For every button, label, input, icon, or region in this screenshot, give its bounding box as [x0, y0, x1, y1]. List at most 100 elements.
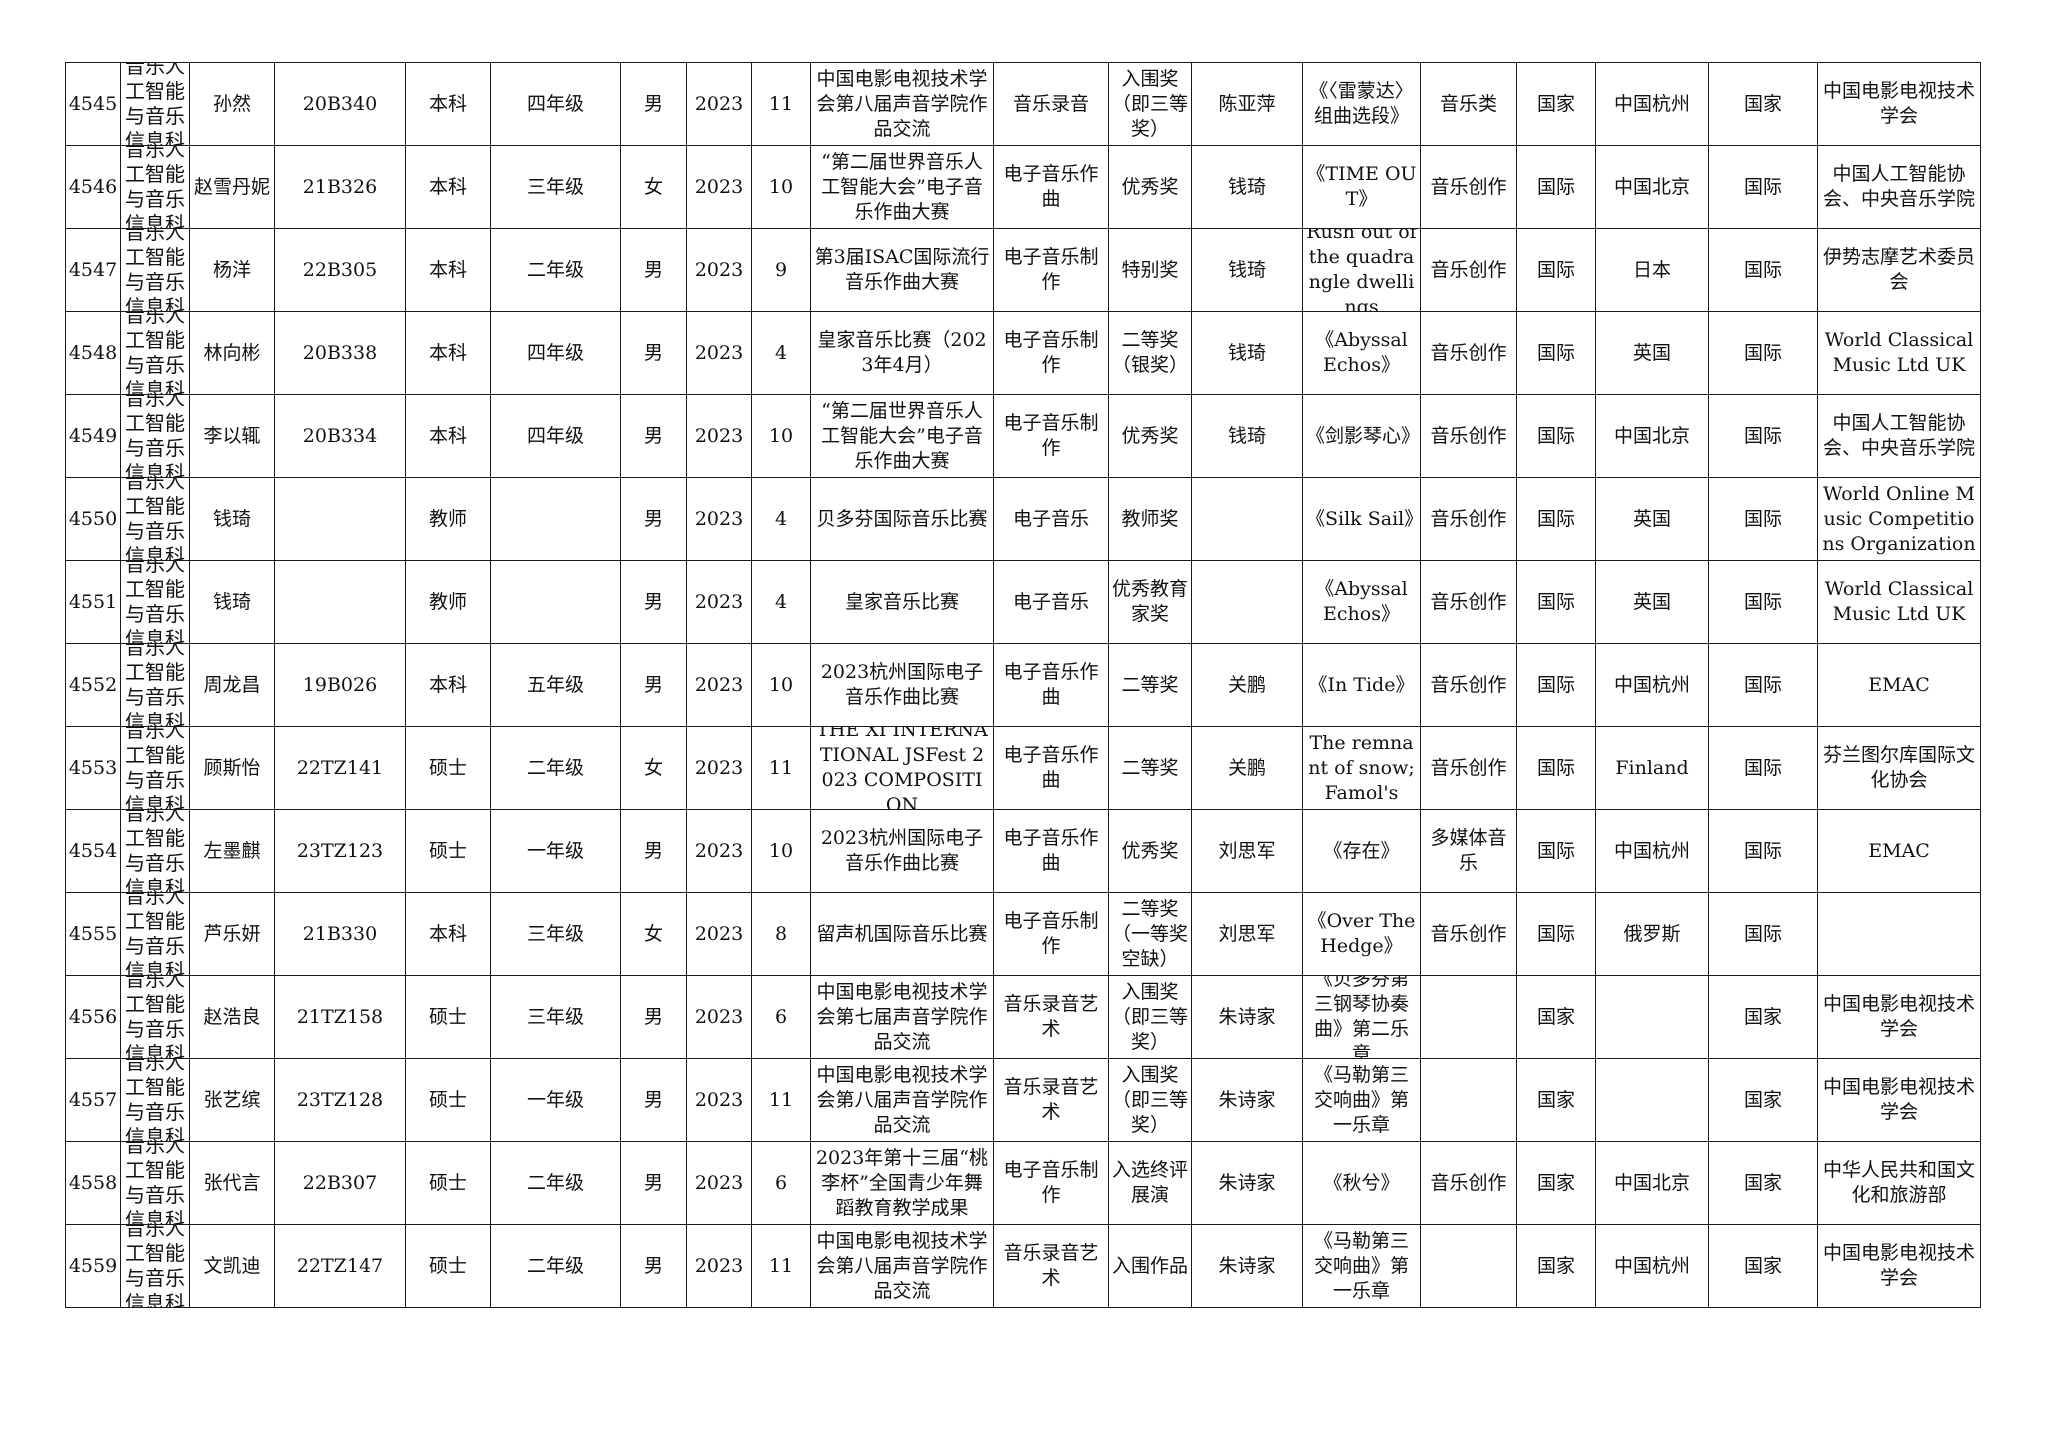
competition-cell: 第3届ISAC国际流行音乐作曲大赛 — [810, 228, 994, 312]
grade-cell-text: 三年级 — [526, 175, 584, 198]
category-cell-content: 电子音乐制作 — [994, 312, 1108, 394]
year-cell: 2023 — [686, 394, 752, 478]
year-cell-content: 2023 — [687, 395, 751, 477]
scope-cell: 国家 — [1516, 975, 1596, 1059]
advisor-cell-content — [1192, 561, 1302, 643]
grade-cell: 二年级 — [490, 228, 621, 312]
award-cell: 优秀奖 — [1108, 394, 1192, 478]
month-cell-content: 11 — [752, 1225, 810, 1307]
scope-cell-text: 国家 — [1536, 1005, 1575, 1028]
location-cell-content: 中国北京 — [1596, 146, 1708, 228]
college-cell-content: 音乐人工智能与音乐信息科 — [121, 1142, 189, 1224]
student-id-cell — [274, 477, 406, 561]
year-cell-content: 2023 — [687, 478, 751, 560]
name-cell-text: 李以辄 — [203, 424, 261, 447]
award-cell-content: 入围奖（即三等奖） — [1109, 976, 1191, 1058]
work-title-cell: 《〈雷蒙达〉组曲选段》 — [1302, 62, 1421, 146]
table-row: 4558 音乐人工智能与音乐信息科 张代言 22B307 硕士 二年级 男 2023 6 2023… — [65, 1141, 1981, 1225]
advisor-cell-text: 刘思军 — [1218, 922, 1276, 945]
row-number-text: 4546 — [68, 175, 118, 198]
row-number: 4556 — [65, 975, 121, 1059]
award-cell: 二等奖 — [1108, 726, 1192, 810]
work-type-cell-text: 音乐创作 — [1430, 507, 1507, 530]
award-cell-text: 入围奖（即三等奖） — [1112, 67, 1189, 140]
category-cell-text: 音乐录音艺术 — [1003, 993, 1099, 1040]
organizer-cell-text: World Classical Music Ltd UK — [1824, 578, 1974, 625]
category-cell-text: 音乐录音艺术 — [1003, 1242, 1099, 1289]
award-cell: 优秀教育家奖 — [1108, 560, 1192, 644]
work-title-cell-text: 《TIME OUT》 — [1306, 163, 1417, 210]
name-cell: 文凯迪 — [189, 1224, 275, 1308]
name-cell-content: 钱琦 — [190, 478, 274, 560]
award-cell: 入围作品 — [1108, 1224, 1192, 1308]
college-cell: 音乐人工智能与音乐信息科 — [120, 726, 190, 810]
year-cell: 2023 — [686, 892, 752, 976]
competition-level-cell-content: 国家 — [1709, 1225, 1817, 1307]
location-cell-text: 英国 — [1632, 341, 1671, 364]
grade-cell-content — [491, 561, 620, 643]
competition-cell-text: 第3届ISAC国际流行音乐作曲大赛 — [814, 246, 990, 293]
row-number-text: 4559 — [68, 1254, 118, 1277]
work-type-cell-text: 音乐创作 — [1430, 175, 1507, 198]
organizer-cell-text: EMAC — [1868, 673, 1930, 696]
scope-cell: 国家 — [1516, 1141, 1596, 1225]
month-cell: 10 — [751, 809, 811, 893]
degree-level-cell-content: 硕士 — [406, 1225, 490, 1307]
college-cell-text: 音乐人工智能与音乐信息科 — [125, 1059, 185, 1141]
row-number-text: 4558 — [68, 1171, 118, 1194]
row-number-text: 4545 — [68, 92, 118, 115]
location-cell: 俄罗斯 — [1595, 892, 1709, 976]
degree-level-cell-text: 硕士 — [428, 1254, 467, 1277]
advisor-cell-content: 关鹏 — [1192, 727, 1302, 809]
work-type-cell: 音乐创作 — [1420, 560, 1517, 644]
year-cell-content: 2023 — [687, 1225, 751, 1307]
category-cell: 电子音乐制作 — [993, 311, 1109, 395]
competition-cell-content: 留声机国际音乐比赛 — [811, 893, 993, 975]
advisor-cell-text: 刘思军 — [1218, 839, 1276, 862]
location-cell-content: 俄罗斯 — [1596, 893, 1708, 975]
row-number: 4552 — [65, 643, 121, 727]
month-cell-text: 4 — [774, 590, 788, 613]
work-title-cell: 《Abyssal Echos》 — [1302, 311, 1421, 395]
category-cell-content: 电子音乐 — [994, 561, 1108, 643]
award-cell-content: 入选终评展演 — [1109, 1142, 1191, 1224]
row-number-content: 4547 — [66, 229, 120, 311]
table-row: 4550 音乐人工智能与音乐信息科 钱琦 教师 男 2023 4 贝多芬国际音乐比赛 电子音乐 教… — [65, 477, 1981, 561]
name-cell-text: 文凯迪 — [203, 1254, 261, 1277]
gender-cell-content: 男 — [621, 644, 686, 726]
award-cell: 优秀奖 — [1108, 809, 1192, 893]
location-cell-text: Finland — [1615, 756, 1689, 779]
month-cell-text: 11 — [768, 1088, 794, 1111]
degree-level-cell-text: 教师 — [428, 590, 467, 613]
advisor-cell-text: 关鹏 — [1227, 673, 1266, 696]
row-number-content: 4559 — [66, 1225, 120, 1307]
year-cell-text: 2023 — [694, 1171, 744, 1194]
award-cell: 入围奖（即三等奖） — [1108, 62, 1192, 146]
row-number-content: 4556 — [66, 976, 120, 1058]
competition-cell-text: 中国电影电视技术学会第八届声音学院作品交流 — [816, 1229, 988, 1302]
category-cell-content: 电子音乐作曲 — [994, 810, 1108, 892]
month-cell-content: 10 — [752, 146, 810, 228]
name-cell-content: 顾斯怡 — [190, 727, 274, 809]
location-cell: 中国北京 — [1595, 145, 1709, 229]
table-row: 4552 音乐人工智能与音乐信息科 周龙昌 19B026 本科 五年级 男 2023 10 202… — [65, 643, 1981, 727]
work-title-cell-content: 《Abyssal Echos》 — [1303, 561, 1420, 643]
work-type-cell: 音乐创作 — [1420, 726, 1517, 810]
month-cell: 4 — [751, 477, 811, 561]
scope-cell: 国际 — [1516, 228, 1596, 312]
degree-level-cell-content: 本科 — [406, 229, 490, 311]
year-cell: 2023 — [686, 477, 752, 561]
competition-level-cell-content: 国际 — [1709, 478, 1817, 560]
advisor-cell: 朱诗家 — [1191, 1224, 1303, 1308]
award-cell: 入选终评展演 — [1108, 1141, 1192, 1225]
college-cell: 音乐人工智能与音乐信息科 — [120, 145, 190, 229]
competition-cell-text: 贝多芬国际音乐比赛 — [816, 507, 988, 530]
year-cell-text: 2023 — [694, 756, 744, 779]
category-cell-text: 电子音乐 — [1012, 507, 1089, 530]
student-id-cell: 20B340 — [274, 62, 406, 146]
work-type-cell-text: 多媒体音乐 — [1430, 827, 1507, 874]
student-id-cell: 21TZ158 — [274, 975, 406, 1059]
student-id-cell-text: 22TZ141 — [296, 756, 384, 779]
award-cell-content: 二等奖 — [1109, 644, 1191, 726]
competition-level-cell: 国家 — [1708, 975, 1818, 1059]
